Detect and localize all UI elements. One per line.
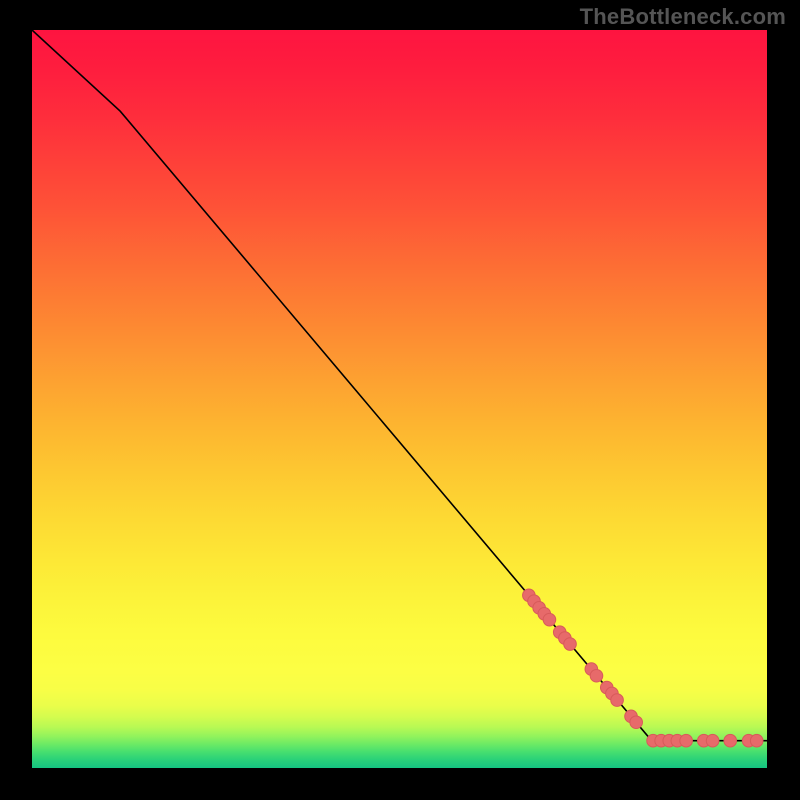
chart-marker (564, 638, 577, 651)
chart-svg (32, 30, 767, 768)
chart-marker (590, 669, 603, 682)
chart-marker (630, 716, 643, 729)
chart-marker (680, 734, 693, 747)
chart-plot-area (32, 30, 767, 768)
chart-marker (543, 613, 556, 626)
chart-marker (611, 694, 624, 707)
chart-marker (724, 734, 737, 747)
chart-marker (750, 734, 763, 747)
watermark-text: TheBottleneck.com (580, 4, 786, 30)
chart-background (32, 30, 767, 768)
chart-marker (706, 734, 719, 747)
